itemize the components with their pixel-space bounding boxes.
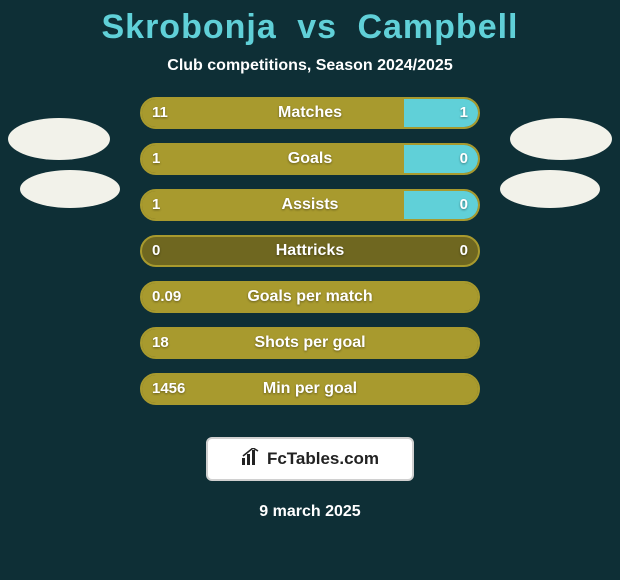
- vs-separator: vs: [297, 8, 337, 46]
- source-badge-text: FcTables.com: [267, 449, 379, 469]
- bar-left: [142, 191, 404, 221]
- stat-rows: Matches111Goals10Assists10Hattricks00Goa…: [0, 97, 620, 419]
- bar-track: [140, 373, 480, 405]
- bar-track: [140, 281, 480, 313]
- stat-row: Hattricks00: [0, 235, 620, 281]
- bar-right: [404, 191, 478, 221]
- bar-left: [142, 99, 404, 129]
- stat-row: Min per goal1456: [0, 373, 620, 419]
- source-badge: FcTables.com: [206, 437, 414, 481]
- bar-track: [140, 143, 480, 175]
- footer-date: 9 march 2025: [0, 503, 620, 521]
- comparison-infographic: Skrobonja vs Campbell Club competitions,…: [0, 0, 620, 580]
- stat-row: Matches111: [0, 97, 620, 143]
- bar-right: [404, 145, 478, 175]
- page-title: Skrobonja vs Campbell: [0, 8, 620, 47]
- bar-left: [142, 145, 404, 175]
- player1-name: Skrobonja: [101, 8, 276, 46]
- stat-row: Shots per goal18: [0, 327, 620, 373]
- stat-row: Goals per match0.09: [0, 281, 620, 327]
- bar-track: [140, 235, 480, 267]
- bar-track: [140, 189, 480, 221]
- stat-row: Assists10: [0, 189, 620, 235]
- subtitle: Club competitions, Season 2024/2025: [0, 57, 620, 75]
- player2-name: Campbell: [357, 8, 518, 46]
- bar-left: [142, 375, 478, 405]
- bar-left: [142, 329, 478, 359]
- bar-right: [404, 99, 478, 129]
- stat-row: Goals10: [0, 143, 620, 189]
- bar-left: [142, 283, 478, 313]
- bar-track: [140, 327, 480, 359]
- bar-track: [140, 97, 480, 129]
- chart-icon: [241, 448, 261, 471]
